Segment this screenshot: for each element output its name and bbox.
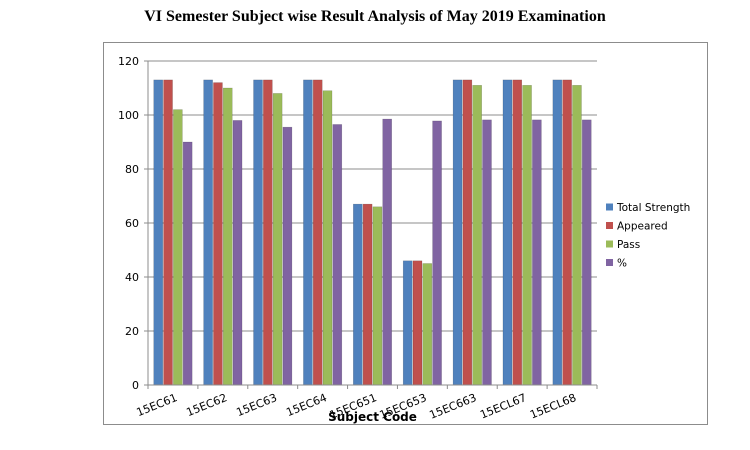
bar-pass-15ec663 <box>472 85 482 386</box>
bar--15ec651 <box>382 118 392 386</box>
bar-appeared-15ec663 <box>462 79 473 386</box>
bar-total-strength-15ecl67 <box>502 79 513 386</box>
legend: Total Strength Appeared Pass% <box>606 202 690 270</box>
bar-total-strength-15ec62 <box>203 79 213 386</box>
legend-label: Total Strength <box>616 202 690 214</box>
bar-pass-15ec63 <box>272 93 283 386</box>
legend-label: Pass <box>617 239 640 251</box>
bar-total-strength-15ecl68 <box>552 79 563 386</box>
x-axis-label: Subject Code <box>328 410 417 424</box>
legend-swatch <box>606 203 613 211</box>
bar--15ec62 <box>232 120 243 386</box>
bar-appeared-15ec63 <box>263 79 273 386</box>
x-tick-label: 15EC61 <box>135 391 179 419</box>
bar-total-strength-15ec63 <box>253 79 263 386</box>
bar-appeared-15ecl68 <box>562 79 572 386</box>
x-tick-label: 15EC62 <box>185 391 229 419</box>
bar--15ecl68 <box>582 119 592 386</box>
legend-swatch <box>606 259 613 266</box>
bar--15ec63 <box>282 126 293 386</box>
x-tick-label: 15EC63 <box>234 391 278 419</box>
legend-swatch <box>606 240 613 248</box>
bar--15ecl67 <box>532 119 542 386</box>
legend-label: Appeared <box>617 221 668 233</box>
bar-appeared-15ec62 <box>213 82 223 386</box>
bar-appeared-15ec61 <box>163 79 173 386</box>
y-tick-label: 120 <box>118 55 139 68</box>
bar-total-strength-15ec663 <box>452 79 463 386</box>
bar-total-strength-15ec653 <box>402 260 413 386</box>
y-tick-label: 100 <box>118 109 139 122</box>
bar-pass-15ec64 <box>322 90 333 386</box>
bar-total-strength-15ec651 <box>353 203 363 386</box>
bar--15ec653 <box>432 120 442 386</box>
bar-pass-15ec653 <box>422 263 433 386</box>
bar-pass-15ecl67 <box>522 85 532 386</box>
bar-appeared-15ecl67 <box>512 79 523 386</box>
y-tick-label: 20 <box>125 325 139 338</box>
bar-total-strength-15ec61 <box>153 79 163 386</box>
y-tick-label: 40 <box>125 271 139 284</box>
axes: 0 20 40 60 80 100 120 15EC61 15EC62 15EC63 15EC64 1… <box>118 55 598 422</box>
gridlines <box>148 60 597 332</box>
bar-appeared-15ec64 <box>312 79 323 386</box>
x-tick-label: 15ECL68 <box>528 391 578 421</box>
bar-pass-15ec651 <box>372 206 383 386</box>
x-tick-label: 15ECL67 <box>478 391 528 421</box>
bar-appeared-15ec651 <box>362 203 373 386</box>
y-tick-label: 80 <box>125 163 139 176</box>
bar-pass-15ec61 <box>173 109 183 386</box>
x-tick-label: 15EC663 <box>428 391 479 422</box>
bar--15ec663 <box>482 119 492 386</box>
y-tick-label: 0 <box>132 379 139 392</box>
y-tick-label: 60 <box>125 217 139 230</box>
x-tick-label: 15EC64 <box>284 391 328 419</box>
legend-swatch <box>606 222 613 229</box>
bar--15ec61 <box>182 141 193 386</box>
bar-pass-15ecl68 <box>572 85 582 386</box>
bar-total-strength-15ec64 <box>303 79 313 386</box>
bars <box>153 79 592 386</box>
legend-label: % <box>617 258 627 270</box>
bar-pass-15ec62 <box>222 87 233 386</box>
bar-appeared-15ec653 <box>412 260 423 386</box>
bar--15ec64 <box>332 124 343 386</box>
page-title: VI Semester Subject wise Result Analysis… <box>144 8 606 25</box>
